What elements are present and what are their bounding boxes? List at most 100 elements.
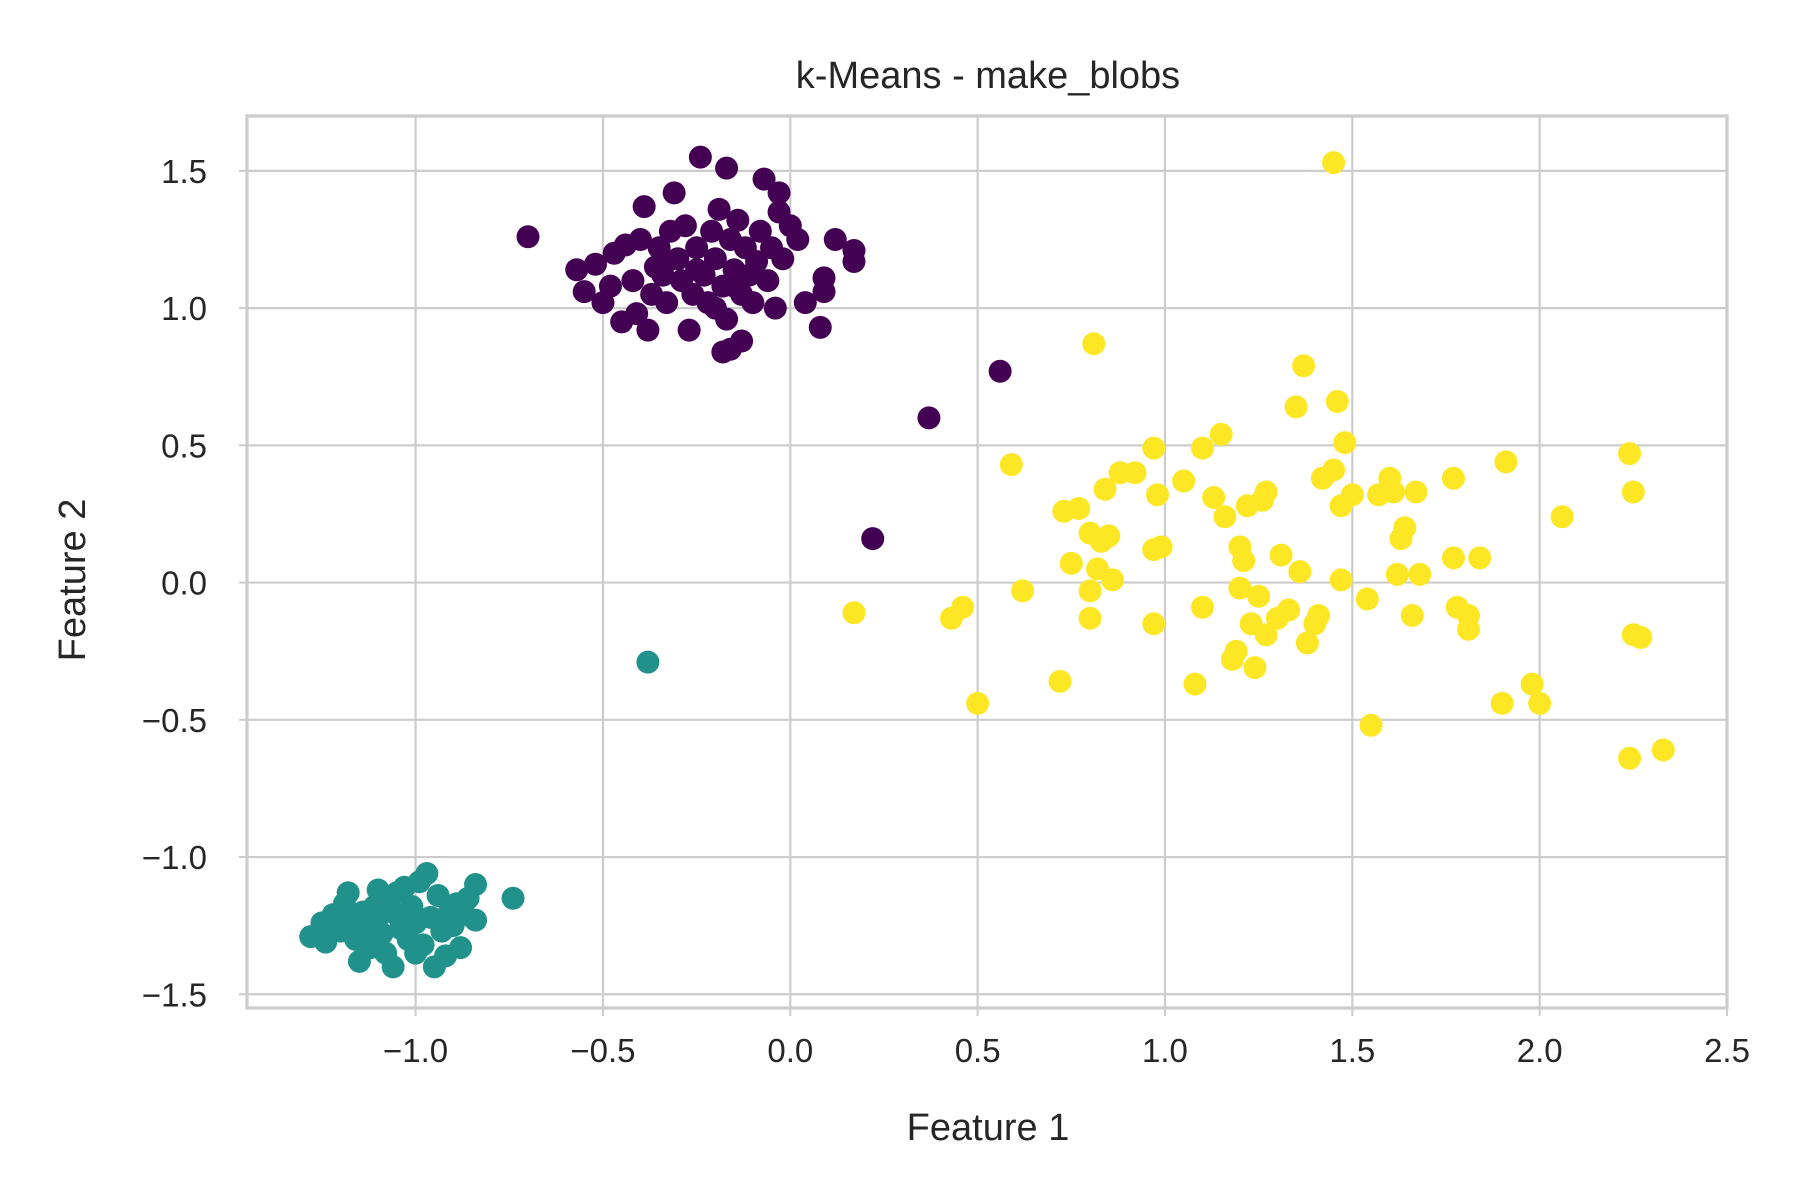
data-point xyxy=(583,252,607,276)
data-point xyxy=(1385,562,1409,586)
data-point xyxy=(1059,551,1083,575)
data-point xyxy=(655,291,679,315)
data-point xyxy=(1254,480,1278,504)
data-point xyxy=(1621,480,1645,504)
data-point xyxy=(1172,469,1196,493)
data-point xyxy=(1097,524,1121,548)
data-point xyxy=(718,337,742,361)
data-point xyxy=(1190,595,1214,619)
data-point xyxy=(628,228,652,252)
y-tick-label: −1.0 xyxy=(142,839,207,876)
data-point xyxy=(1651,738,1675,762)
data-point xyxy=(1528,691,1552,715)
data-point xyxy=(366,878,390,902)
data-point xyxy=(1011,579,1035,603)
data-point xyxy=(1629,625,1653,649)
data-points xyxy=(299,145,1675,979)
data-point xyxy=(767,181,791,205)
data-point xyxy=(662,181,686,205)
data-point xyxy=(703,247,727,271)
data-point xyxy=(1213,505,1237,529)
y-tick-label: −1.5 xyxy=(142,976,207,1013)
data-point xyxy=(1408,562,1432,586)
data-point xyxy=(1067,496,1091,520)
data-point xyxy=(1220,647,1244,671)
grid-lines xyxy=(247,116,1729,1008)
data-point xyxy=(1243,656,1267,680)
chart-title: k-Means - make_blobs xyxy=(796,55,1180,97)
data-point xyxy=(988,359,1012,383)
data-point xyxy=(1520,672,1544,696)
x-tick-label: 1.0 xyxy=(1142,1032,1188,1069)
data-point xyxy=(1254,623,1278,647)
data-point xyxy=(415,862,439,886)
data-point xyxy=(999,453,1023,477)
data-point xyxy=(1145,483,1169,507)
data-point xyxy=(1340,483,1364,507)
data-point xyxy=(1190,436,1214,460)
data-point xyxy=(703,296,727,320)
data-point xyxy=(715,156,739,180)
data-point xyxy=(1490,691,1514,715)
data-point xyxy=(1209,422,1233,446)
data-point xyxy=(1292,354,1316,378)
data-point xyxy=(426,883,450,907)
data-point xyxy=(449,936,473,960)
data-point xyxy=(572,280,596,304)
data-point xyxy=(1078,579,1102,603)
data-point xyxy=(707,197,731,221)
data-point xyxy=(1325,389,1349,413)
data-point xyxy=(1082,332,1106,356)
y-tick-label: 0.5 xyxy=(161,427,207,464)
data-point xyxy=(722,274,746,298)
data-point xyxy=(1382,480,1406,504)
data-point xyxy=(1441,546,1465,570)
data-point xyxy=(1284,395,1308,419)
x-tick-label: 0.0 xyxy=(767,1032,813,1069)
data-point xyxy=(1441,466,1465,490)
x-tick-label: 0.5 xyxy=(955,1032,1001,1069)
data-point xyxy=(917,406,941,430)
x-axis-label: Feature 1 xyxy=(907,1107,1070,1149)
data-point xyxy=(771,247,795,271)
data-point xyxy=(842,238,866,262)
data-point xyxy=(1333,431,1357,455)
data-point xyxy=(1123,461,1147,485)
x-tick-label: 1.5 xyxy=(1329,1032,1375,1069)
data-point xyxy=(1269,543,1293,567)
data-point xyxy=(1329,568,1353,592)
y-tick-label: 1.0 xyxy=(161,290,207,327)
data-point xyxy=(1142,612,1166,636)
data-point xyxy=(1393,516,1417,540)
data-point xyxy=(688,145,712,169)
cluster-0-points xyxy=(516,145,1012,551)
data-point xyxy=(700,219,724,243)
data-point xyxy=(1093,477,1117,501)
data-point xyxy=(685,258,709,282)
data-point xyxy=(1618,746,1642,770)
data-point xyxy=(793,291,817,315)
y-tick-label: 0.0 xyxy=(161,565,207,602)
data-point xyxy=(1048,669,1072,693)
data-point xyxy=(861,527,885,551)
data-point xyxy=(1202,486,1226,510)
data-point xyxy=(756,269,780,293)
data-point xyxy=(1232,549,1256,573)
data-point xyxy=(1078,606,1102,630)
data-point xyxy=(1149,535,1173,559)
data-point xyxy=(385,881,409,905)
data-point xyxy=(812,266,836,290)
data-point xyxy=(336,881,360,905)
data-point xyxy=(786,228,810,252)
data-point xyxy=(1456,617,1480,641)
data-point xyxy=(808,315,832,339)
data-point xyxy=(1288,560,1312,584)
data-point xyxy=(655,249,679,273)
data-point xyxy=(745,249,769,273)
data-point xyxy=(741,291,765,315)
data-point xyxy=(632,195,656,219)
data-point xyxy=(685,236,709,260)
data-point xyxy=(565,258,589,282)
data-point xyxy=(636,650,660,674)
